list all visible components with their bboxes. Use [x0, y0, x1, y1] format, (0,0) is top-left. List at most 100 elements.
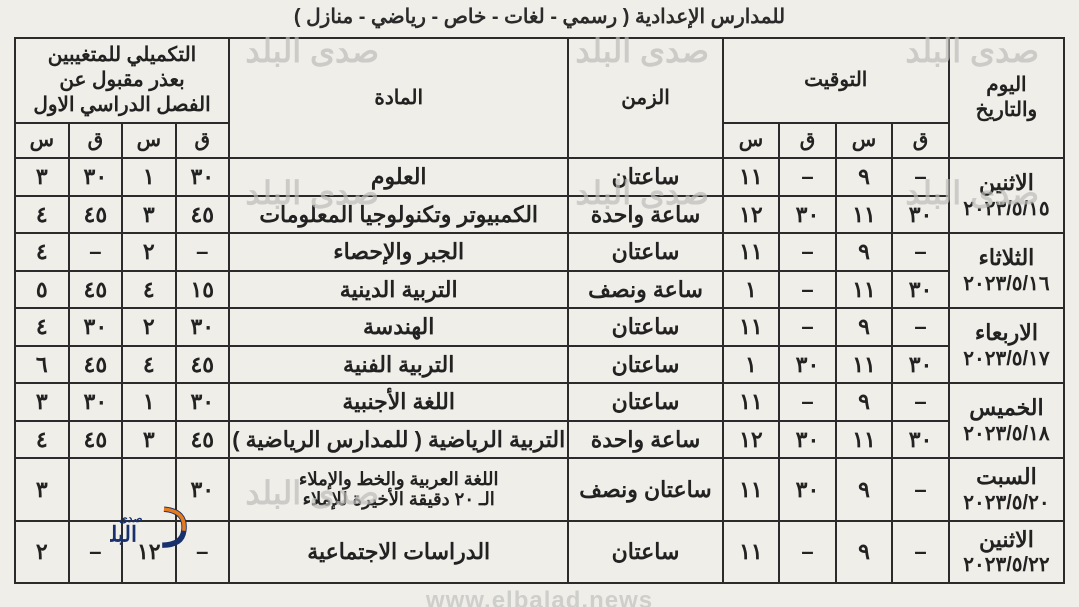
- table-row: ٣٠١١–١ساعة ونصفالتربية الدينية١٥٤٤٥٥: [15, 271, 1064, 309]
- table-row: الاربعاء٢٠٢٣/٥/١٧–٩–١١ساعتانالهندسة٣٠٢٣٠…: [15, 308, 1064, 346]
- hdr-time-qs: ق: [892, 123, 949, 158]
- time-s2: ١١: [723, 308, 780, 346]
- subject-cell: اللغة العربية والخط والإملاءالـ ٢٠ دقيقة…: [229, 458, 568, 521]
- makeup-s2: ٢: [15, 521, 69, 584]
- time-s2: ١١: [723, 458, 780, 521]
- makeup-s2: ٣: [15, 383, 69, 421]
- duration-cell: ساعتان: [568, 383, 722, 421]
- makeup-s2: ٤: [15, 233, 69, 271]
- time-s2: ١١: [723, 233, 780, 271]
- time-q1: ٣٠: [892, 346, 949, 384]
- duration-cell: ساعتان: [568, 233, 722, 271]
- hdr-m-se: س: [15, 123, 69, 158]
- makeup-s1: ٣: [122, 196, 175, 234]
- date-value: ٢٠٢٣/٥/١٨: [952, 422, 1061, 447]
- subject-cell: الجبر والإحصاء: [229, 233, 568, 271]
- time-s1: ٩: [836, 383, 893, 421]
- time-s1: ٩: [836, 458, 893, 521]
- day-date-cell: الخميس٢٠٢٣/٥/١٨: [949, 383, 1064, 458]
- duration-cell: ساعتان: [568, 158, 722, 196]
- day-name: السبت: [952, 463, 1061, 491]
- makeup-q1: ١٥: [176, 271, 229, 309]
- time-q1: –: [892, 521, 949, 584]
- date-value: ٢٠٢٣/٥/٢٠: [952, 491, 1061, 516]
- makeup-s1: ٣: [122, 421, 175, 459]
- title-subtitle: للمدارس الإعدادية ( رسمي - لغات - خاص - …: [14, 4, 1065, 29]
- duration-cell: ساعتان: [568, 308, 722, 346]
- day-name: الاربعاء: [952, 319, 1061, 347]
- time-q1: –: [892, 233, 949, 271]
- time-q2: –: [779, 271, 836, 309]
- makeup-s2: ٦: [15, 346, 69, 384]
- makeup-q1: ٣٠: [176, 383, 229, 421]
- day-date-cell: الاربعاء٢٠٢٣/٥/١٧: [949, 308, 1064, 383]
- time-q1: ٣٠: [892, 271, 949, 309]
- time-q2: ٣٠: [779, 346, 836, 384]
- table-row: السبت٢٠٢٣/٥/٢٠–٩٣٠١١ساعتان ونصفاللغة الع…: [15, 458, 1064, 521]
- makeup-s1: ٢: [122, 308, 175, 346]
- hdr-makeup: التكميلي للمتغيبينبعذر مقبول عنالفصل الد…: [15, 38, 229, 123]
- makeup-s2: ٣: [15, 458, 69, 521]
- duration-cell: ساعتان: [568, 521, 722, 584]
- makeup-q1: ٣٠: [176, 158, 229, 196]
- makeup-q2: –: [69, 521, 122, 584]
- time-s2: ١٢: [723, 421, 780, 459]
- table-row: ٣٠١١٣٠١ساعتانالتربية الفنية٤٥٤٤٥٦: [15, 346, 1064, 384]
- time-s1: ٩: [836, 158, 893, 196]
- time-s1: ١١: [836, 271, 893, 309]
- makeup-s1: ١: [122, 383, 175, 421]
- subject-cell: التربية الفنية: [229, 346, 568, 384]
- day-name: الاثنين: [952, 169, 1061, 197]
- day-name: الاثنين: [952, 526, 1061, 554]
- makeup-s1: [122, 458, 175, 521]
- makeup-s1: ٤: [122, 346, 175, 384]
- time-s1: ٩: [836, 233, 893, 271]
- day-date-cell: الثلاثاء٢٠٢٣/٥/١٦: [949, 233, 1064, 308]
- makeup-s1: ٢: [122, 233, 175, 271]
- day-name: الثلاثاء: [952, 244, 1061, 272]
- makeup-q1: –: [176, 521, 229, 584]
- makeup-s2: ٤: [15, 421, 69, 459]
- time-q1: –: [892, 458, 949, 521]
- day-date-cell: الاثنين٢٠٢٣/٥/١٥: [949, 158, 1064, 233]
- duration-cell: ساعتان ونصف: [568, 458, 722, 521]
- makeup-q2: ٤٥: [69, 346, 122, 384]
- hdr-duration: الزمن: [568, 38, 722, 158]
- makeup-q2: ٣٠: [69, 308, 122, 346]
- subject-cell: التربية الدينية: [229, 271, 568, 309]
- hdr-time: التوقيت: [723, 38, 949, 123]
- subject-cell: الكمبيوتر وتكنولوجيا المعلومات: [229, 196, 568, 234]
- makeup-q1: ٤٥: [176, 346, 229, 384]
- makeup-s2: ٣: [15, 158, 69, 196]
- hdr-time-qe: ق: [779, 123, 836, 158]
- time-s2: ١٢: [723, 196, 780, 234]
- makeup-q1: ٣٠: [176, 458, 229, 521]
- time-s1: ١١: [836, 196, 893, 234]
- makeup-s2: ٤: [15, 196, 69, 234]
- time-s2: ١: [723, 346, 780, 384]
- time-q2: –: [779, 383, 836, 421]
- makeup-s2: ٤: [15, 308, 69, 346]
- subject-cell: الدراسات الاجتماعية: [229, 521, 568, 584]
- table-row: الاثنين٢٠٢٣/٥/٢٢–٩–١١ساعتانالدراسات الاج…: [15, 521, 1064, 584]
- time-q2: –: [779, 233, 836, 271]
- hdr-m-ss: س: [122, 123, 175, 158]
- day-name: الخميس: [952, 394, 1061, 422]
- time-q1: ٣٠: [892, 196, 949, 234]
- subject-cell: العلوم: [229, 158, 568, 196]
- makeup-q2: ٣٠: [69, 383, 122, 421]
- makeup-s1: ١: [122, 158, 175, 196]
- makeup-q2: –: [69, 233, 122, 271]
- duration-cell: ساعة واحدة: [568, 196, 722, 234]
- duration-cell: ساعة ونصف: [568, 271, 722, 309]
- time-q2: ٣٠: [779, 458, 836, 521]
- hdr-subject: المادة: [229, 38, 568, 158]
- day-date-cell: الاثنين٢٠٢٣/٥/٢٢: [949, 521, 1064, 584]
- time-q1: ٣٠: [892, 421, 949, 459]
- makeup-q2: ٤٥: [69, 421, 122, 459]
- subject-cell: الهندسة: [229, 308, 568, 346]
- time-q2: ٣٠: [779, 421, 836, 459]
- table-body: الاثنين٢٠٢٣/٥/١٥–٩–١١ساعتانالعلوم٣٠١٣٠٣٣…: [15, 158, 1064, 583]
- makeup-q2: ٤٥: [69, 271, 122, 309]
- hdr-m-qe: ق: [69, 123, 122, 158]
